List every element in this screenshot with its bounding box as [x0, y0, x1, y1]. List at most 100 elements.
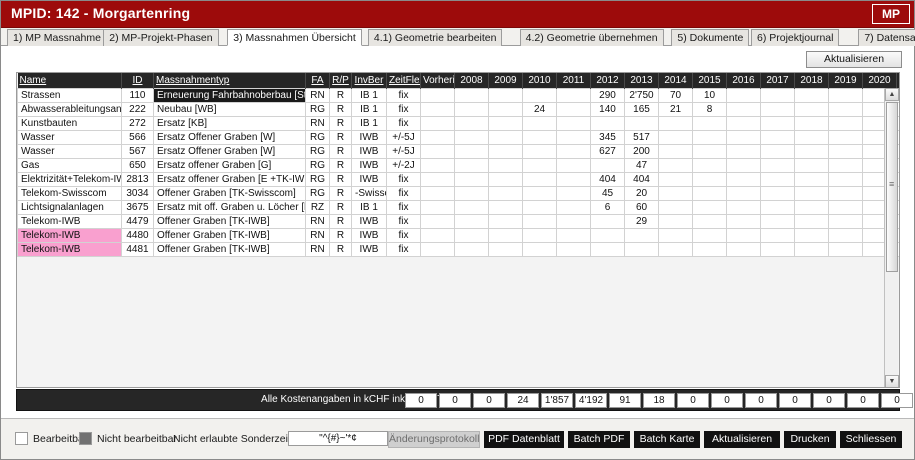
- cell-year[interactable]: [726, 87, 761, 103]
- cell-year[interactable]: [522, 115, 557, 131]
- cell-fa[interactable]: RG: [305, 171, 330, 187]
- cell-year[interactable]: [556, 87, 591, 103]
- cell-id[interactable]: 272: [121, 115, 154, 131]
- cell-year[interactable]: [760, 199, 795, 215]
- cell-year[interactable]: [522, 129, 557, 145]
- cell-year[interactable]: [556, 227, 591, 243]
- cell-year[interactable]: 21: [658, 101, 693, 117]
- cell-year[interactable]: [624, 115, 659, 131]
- cell-year[interactable]: [726, 227, 761, 243]
- cell-name[interactable]: Wasser: [17, 129, 122, 145]
- cell-rp[interactable]: R: [329, 101, 352, 117]
- cell-year[interactable]: [556, 129, 591, 145]
- cell-year[interactable]: 404: [590, 171, 625, 187]
- cell-massnahmentyp[interactable]: Ersatz [KB]: [153, 115, 306, 131]
- cell-year[interactable]: [556, 241, 591, 257]
- cell-year[interactable]: [590, 115, 625, 131]
- cell-year[interactable]: [692, 227, 727, 243]
- cell-rp[interactable]: R: [329, 157, 352, 173]
- tab-3[interactable]: 3) Massnahmen Übersicht: [227, 29, 362, 46]
- cell-year[interactable]: [828, 171, 863, 187]
- column-header-2008[interactable]: 2008: [454, 73, 489, 88]
- cell-zeitflex[interactable]: fix: [386, 227, 421, 243]
- cell-year[interactable]: [454, 115, 489, 131]
- table-row[interactable]: Gas 650 Ersatz offener Graben [G] RG R IWB +/-…: [17, 157, 899, 173]
- cell-year[interactable]: [454, 241, 489, 257]
- cell-year[interactable]: [556, 171, 591, 187]
- cell-year[interactable]: 29: [624, 213, 659, 229]
- cell-id[interactable]: 222: [121, 101, 154, 117]
- column-header-2015[interactable]: 2015: [692, 73, 727, 88]
- column-header-2009[interactable]: 2009: [488, 73, 523, 88]
- cell-year[interactable]: [658, 143, 693, 159]
- column-header-massnahmentyp[interactable]: Massnahmentyp: [153, 73, 306, 88]
- cell-name[interactable]: Telekom-IWB: [17, 227, 122, 243]
- tab-8[interactable]: 7) Datensatz-Infos: [858, 29, 915, 46]
- cell-year[interactable]: [556, 185, 591, 201]
- cell-year[interactable]: [624, 241, 659, 257]
- cell-rp[interactable]: R: [329, 115, 352, 131]
- cell-year[interactable]: [454, 101, 489, 117]
- cell-massnahmentyp[interactable]: Ersatz Offener Graben [W]: [153, 143, 306, 159]
- cell-year[interactable]: [726, 241, 761, 257]
- cell-year[interactable]: [760, 227, 795, 243]
- cell-invber[interactable]: IWB: [351, 129, 387, 145]
- cell-year[interactable]: [794, 143, 829, 159]
- column-header-2016[interactable]: 2016: [726, 73, 761, 88]
- cell-year[interactable]: [794, 241, 829, 257]
- cell-year[interactable]: [726, 199, 761, 215]
- table-row[interactable]: Abwasserableitungsanlag222Neubau [WB]RGR…: [17, 101, 899, 117]
- cell-year[interactable]: 140: [590, 101, 625, 117]
- cell-year[interactable]: [692, 157, 727, 173]
- cell-year[interactable]: [590, 157, 625, 173]
- cell-year[interactable]: [420, 129, 455, 145]
- cell-year[interactable]: [420, 101, 455, 117]
- cell-year[interactable]: [828, 227, 863, 243]
- cell-year[interactable]: [590, 241, 625, 257]
- cell-fa[interactable]: RN: [305, 213, 330, 229]
- cell-name[interactable]: Abwasserableitungsanlag: [17, 101, 122, 117]
- cell-year[interactable]: [794, 129, 829, 145]
- cell-year[interactable]: [420, 87, 455, 103]
- cell-invber[interactable]: IWB: [351, 157, 387, 173]
- cell-fa[interactable]: RG: [305, 129, 330, 145]
- table-row[interactable]: Elektrizität+Telekom-IWB 2813 Ersatz offen…: [17, 171, 899, 187]
- cell-year[interactable]: 200: [624, 143, 659, 159]
- column-header-2017[interactable]: 2017: [760, 73, 795, 88]
- cell-year[interactable]: [794, 213, 829, 229]
- cell-id[interactable]: 4480: [121, 227, 154, 243]
- cell-year[interactable]: [658, 115, 693, 131]
- cell-zeitflex[interactable]: fix: [386, 241, 421, 257]
- cell-year[interactable]: [760, 115, 795, 131]
- cell-year[interactable]: [760, 213, 795, 229]
- cell-year[interactable]: [828, 143, 863, 159]
- cell-year[interactable]: [556, 213, 591, 229]
- cell-year[interactable]: [828, 213, 863, 229]
- cell-zeitflex[interactable]: fix: [386, 115, 421, 131]
- cell-year[interactable]: [658, 157, 693, 173]
- cell-id[interactable]: 3034: [121, 185, 154, 201]
- cell-year[interactable]: [794, 227, 829, 243]
- cell-invber[interactable]: IB 1: [351, 87, 387, 103]
- cell-year[interactable]: [522, 241, 557, 257]
- cell-massnahmentyp[interactable]: Ersatz mit off. Graben u. Löcher [l: [153, 199, 306, 215]
- scroll-up-arrow[interactable]: ▲: [885, 88, 899, 101]
- cell-id[interactable]: 4481: [121, 241, 154, 257]
- column-header-fa[interactable]: FA: [305, 73, 330, 88]
- cell-year[interactable]: [556, 157, 591, 173]
- cell-year[interactable]: [522, 185, 557, 201]
- cell-year[interactable]: [556, 101, 591, 117]
- cell-year[interactable]: 10: [692, 87, 727, 103]
- tab-6[interactable]: 5) Dokumente: [671, 29, 750, 46]
- cell-year[interactable]: [488, 227, 523, 243]
- cell-rp[interactable]: R: [329, 129, 352, 145]
- cell-year[interactable]: [726, 185, 761, 201]
- cell-year[interactable]: [760, 143, 795, 159]
- cell-rp[interactable]: R: [329, 227, 352, 243]
- cell-name[interactable]: Kunstbauten: [17, 115, 122, 131]
- cell-rp[interactable]: R: [329, 143, 352, 159]
- cell-year[interactable]: [658, 129, 693, 145]
- cell-year[interactable]: 345: [590, 129, 625, 145]
- cell-zeitflex[interactable]: fix: [386, 87, 421, 103]
- cell-year[interactable]: [420, 171, 455, 187]
